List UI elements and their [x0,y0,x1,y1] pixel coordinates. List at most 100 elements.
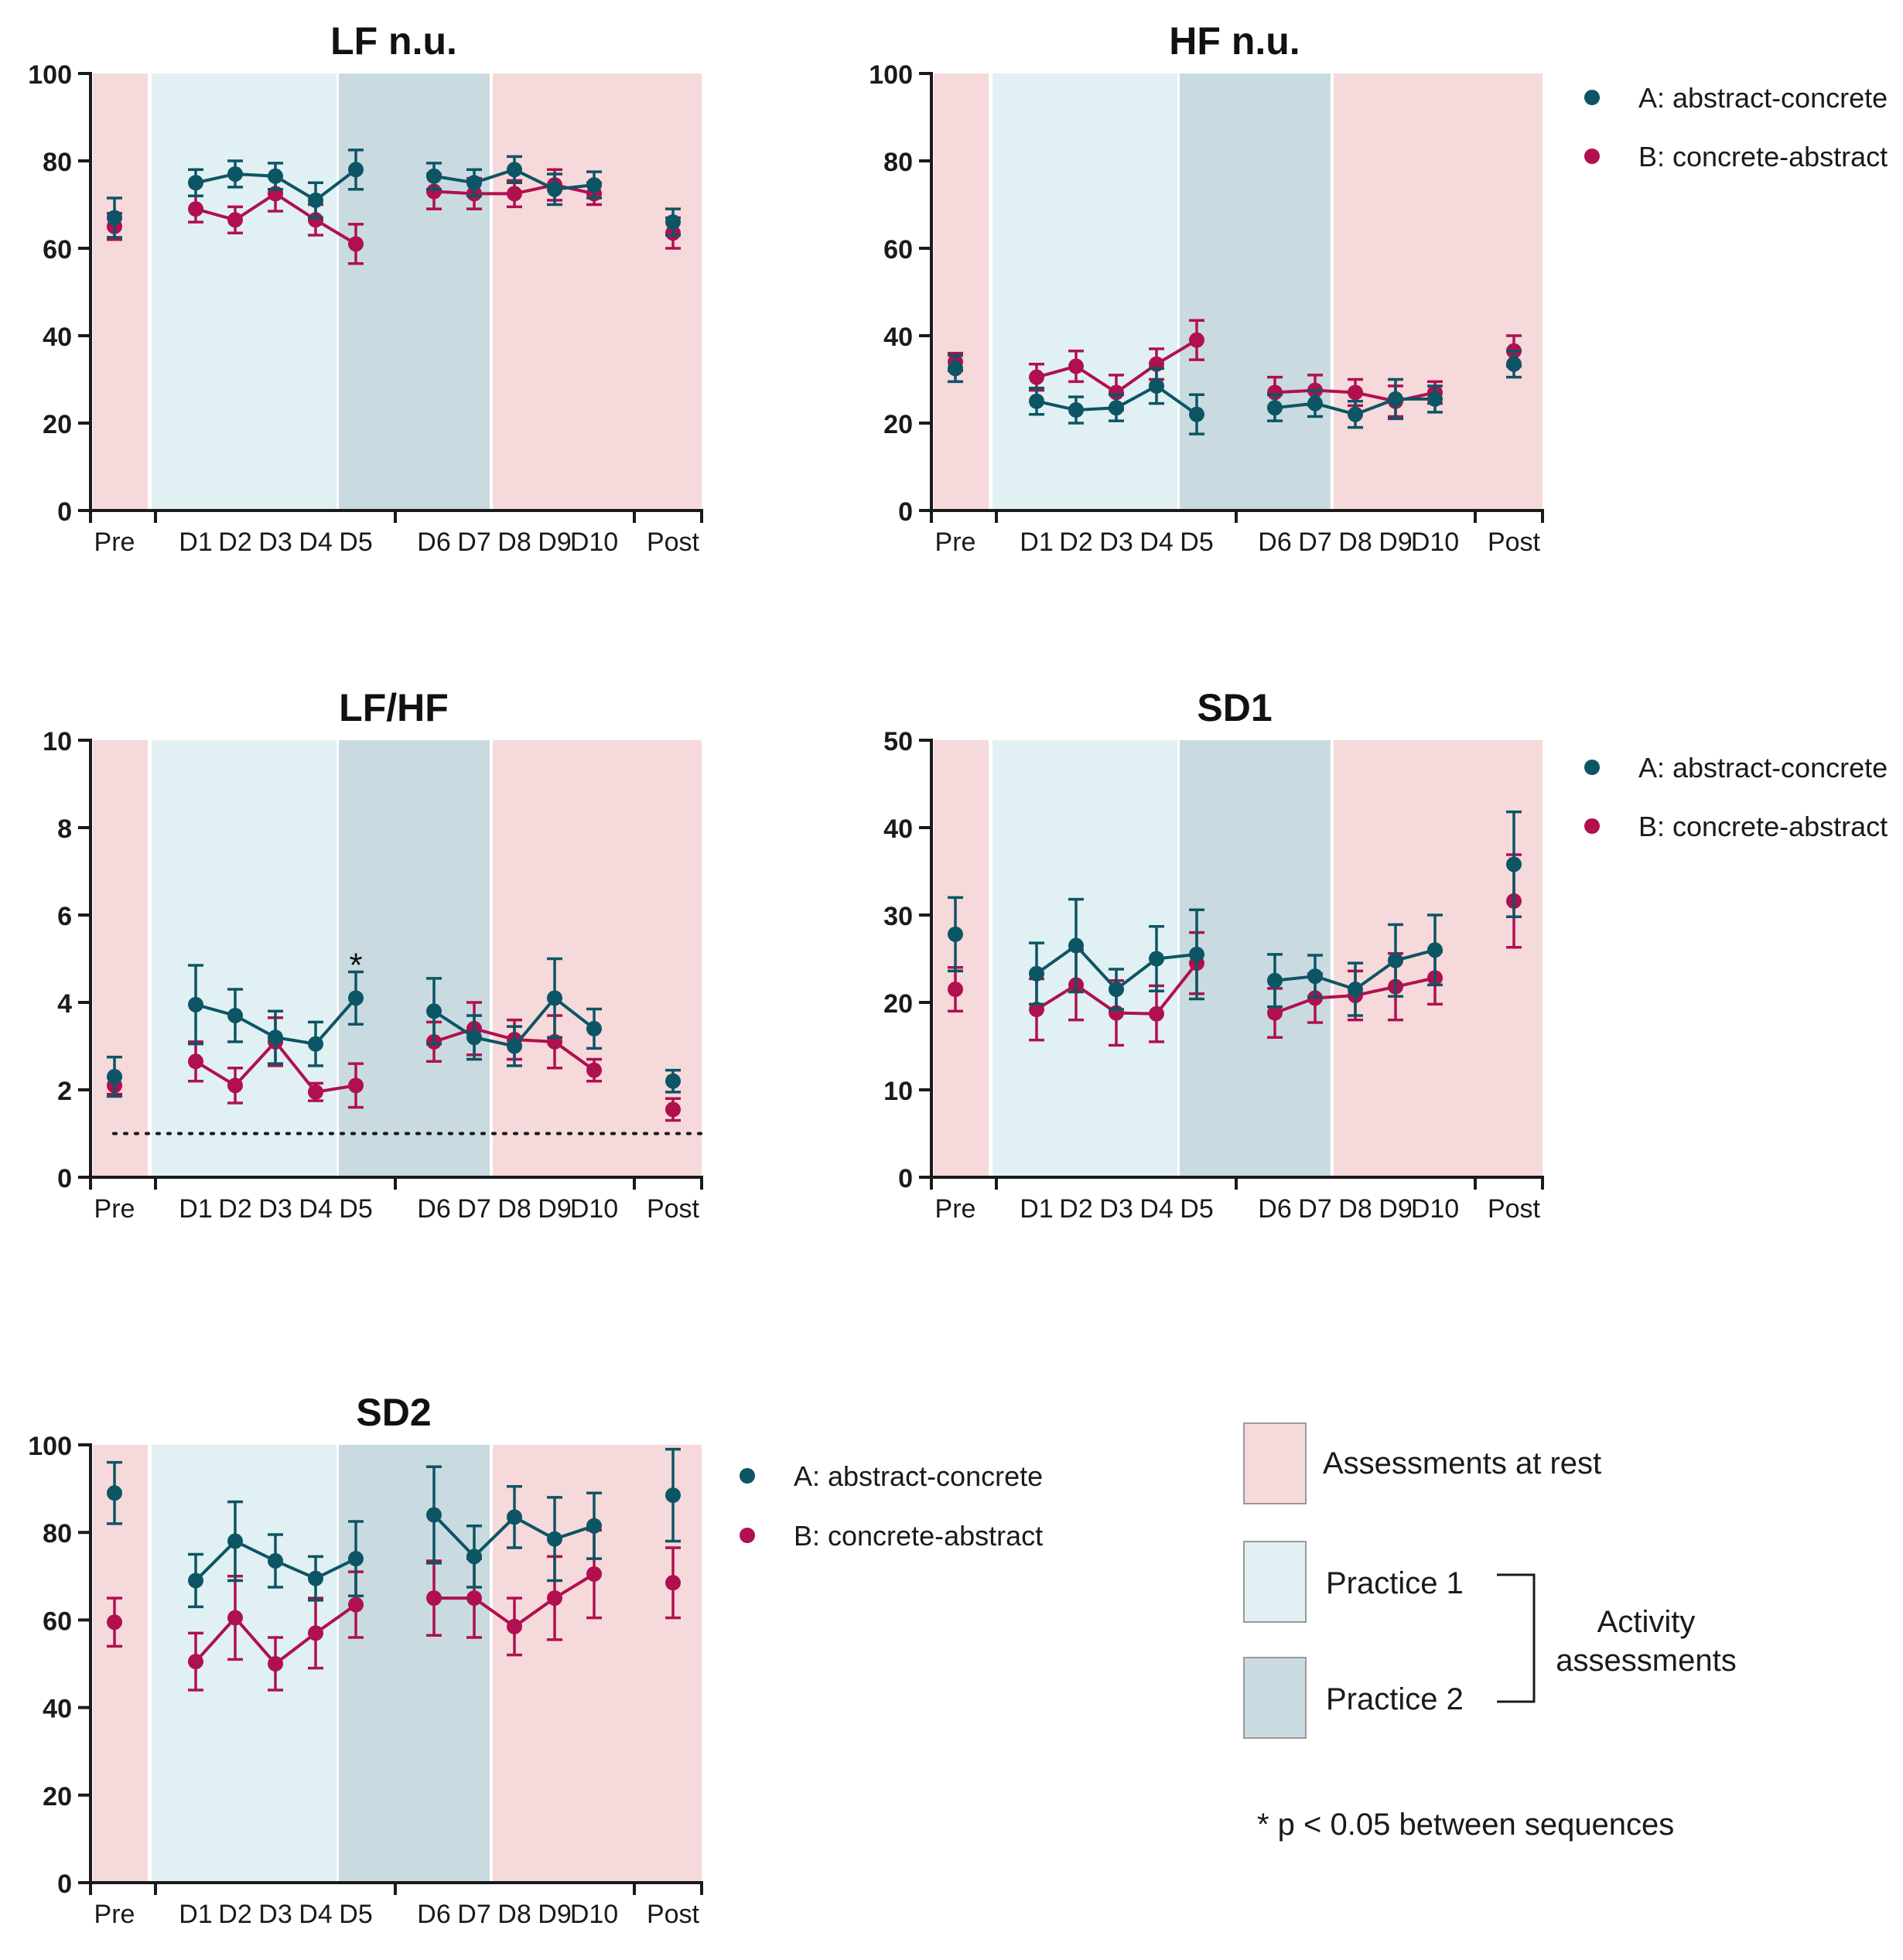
x-tick-label: Post [1488,528,1541,557]
series-a-point [1029,393,1044,409]
legend-box-practice2 [1243,1657,1307,1739]
significance-marker: * [349,946,362,984]
x-tick-label: D4 [1139,1194,1173,1224]
series-a-point [1109,400,1124,416]
series-a-point [665,1487,681,1504]
series-a-point [188,175,203,191]
x-tick-label: Pre [935,528,976,557]
legend-label-activity-line2: assessments [1556,1644,1736,1678]
series-a-point [1388,952,1403,968]
series-a-point [227,166,243,182]
x-tick-label: D1 [1020,1194,1053,1224]
x-tick-label: D8 [1338,1194,1372,1224]
x-tick-label: D8 [497,528,531,557]
series-b-point [1029,369,1044,385]
x-tick-label: D5 [1180,528,1213,557]
series-a-point [1029,965,1044,982]
x-tick-label: D6 [417,1900,450,1929]
x-tick-label: D8 [497,1194,531,1224]
series-b-point [107,1614,122,1630]
y-tick-label: 6 [57,902,72,931]
series-a-point [1427,391,1443,407]
series-a-point [665,214,681,230]
series-b-point [188,201,203,217]
x-tick-label: D9 [538,528,571,557]
series-a-point [268,168,283,184]
legend-marker-b [1584,818,1600,834]
x-tick-label: D1 [179,1900,212,1929]
series-a-point [348,990,364,1006]
series-b-point [1189,332,1204,348]
background-band-rest [93,73,148,510]
y-tick-label: 0 [57,497,72,527]
series-a-point [227,1533,243,1549]
series-b-point [188,1654,203,1670]
x-tick-label: D10 [570,528,618,557]
background-band-rest [1334,740,1543,1177]
activity-bracket [1497,1573,1536,1703]
series-b-point [507,186,522,202]
series-a-point [547,990,562,1006]
x-tick-label: Post [647,528,700,557]
series-a-point [948,926,963,942]
y-tick-label: 8 [57,814,72,844]
x-tick-label: D2 [218,528,251,557]
legend-marker-b [1584,149,1600,164]
series-b-point [268,1656,283,1671]
series-b-point [227,1610,243,1626]
x-tick-label: D10 [570,1900,618,1929]
series-a-point [1427,942,1443,958]
legend-label-a: A: abstract-concrete [794,1460,1043,1492]
y-tick-label: 100 [28,1432,72,1461]
series-b-point [1029,1002,1044,1018]
x-tick-label: D3 [258,1900,292,1929]
y-tick-label: 60 [43,1607,72,1636]
series-b-point [308,212,323,228]
y-tick-label: 10 [43,727,72,756]
y-tick-label: 2 [57,1077,72,1106]
x-tick-label: D3 [1099,528,1133,557]
series-b-point [227,1077,243,1094]
series-b-point [586,1566,602,1582]
y-tick-label: 30 [883,902,913,931]
series-b-point [665,1101,681,1118]
series-b-point [586,1062,602,1078]
y-tick-label: 80 [43,148,72,177]
series-a-point [507,162,522,178]
x-tick-label: Pre [94,528,135,557]
background-band-practice2 [1180,73,1331,510]
series-b-point [1267,384,1283,401]
background-band-practice2 [339,1445,490,1883]
significance-note: * p < 0.05 between sequences [1257,1808,1674,1842]
series-a-point [107,1069,122,1085]
background-band-practice2 [339,740,490,1177]
series-a-point [466,175,482,191]
legend-hf: A: abstract-concrete B: concrete-abstrac… [1584,82,1888,172]
x-tick-label: D6 [1258,1194,1291,1224]
x-tick-label: D9 [538,1900,571,1929]
series-a-point [586,177,602,193]
legend-sd2: A: abstract-concrete B: concrete-abstrac… [740,1460,1043,1552]
x-tick-label: D4 [299,1900,332,1929]
background-band-rest [493,73,702,510]
legend-box-practice1 [1243,1541,1307,1623]
y-tick-label: 0 [57,1870,72,1899]
y-tick-label: 20 [43,410,72,439]
series-a-point [426,1507,442,1523]
legend-marker-b [740,1528,755,1543]
y-tick-label: 50 [883,727,913,756]
legend-marker-a [1584,760,1600,775]
series-b-point [348,1077,364,1094]
background-band-rest [93,1445,148,1883]
legend-label-activity-line1: Activity [1597,1605,1696,1639]
series-a-point [348,162,364,178]
series-a-point [1307,395,1323,411]
series-a-point [1068,937,1084,954]
background-band-rest [934,73,989,510]
y-tick-label: 4 [57,989,72,1019]
x-tick-label: D2 [1059,528,1092,557]
